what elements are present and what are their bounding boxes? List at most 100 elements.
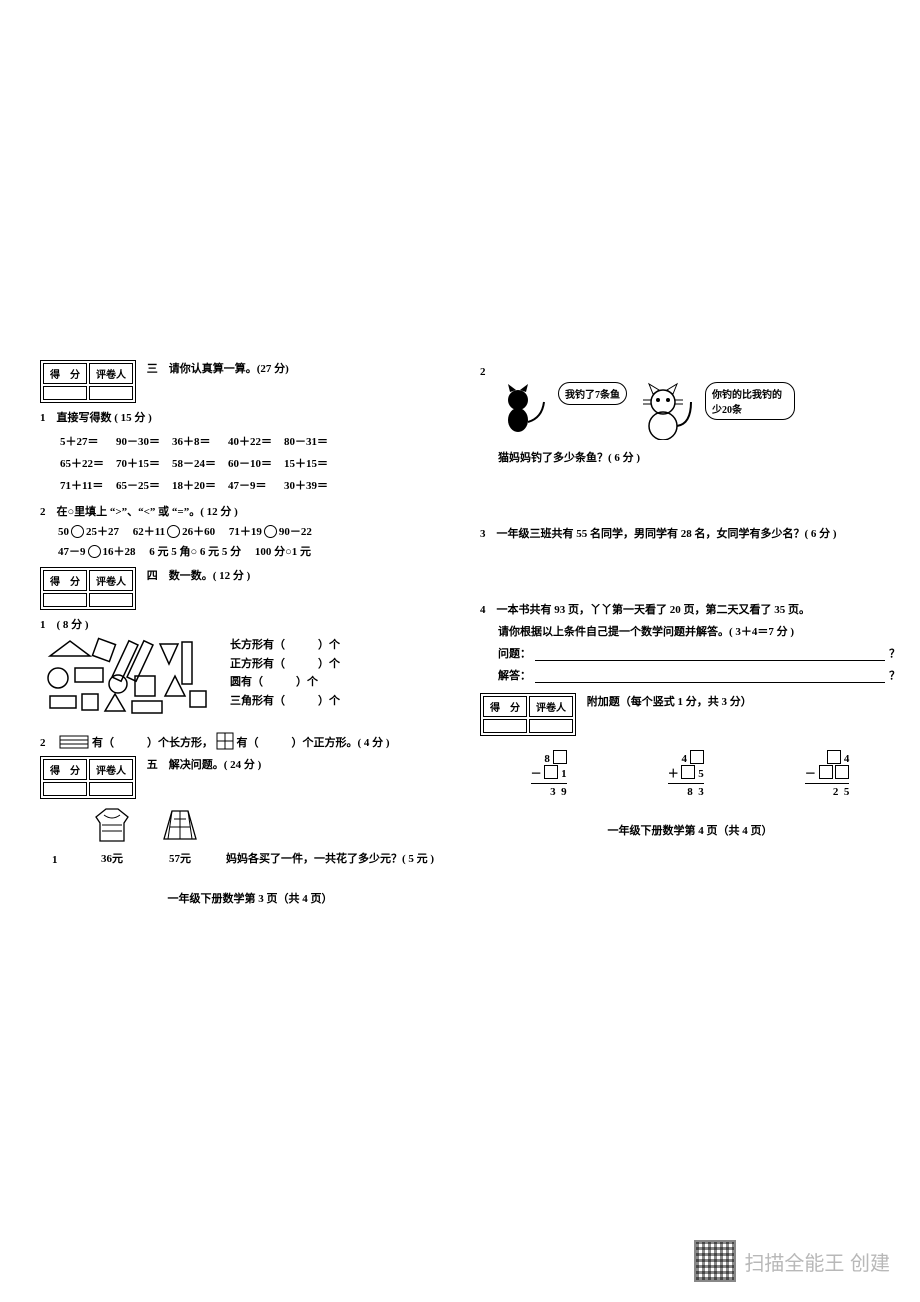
score-col1: 得 分 xyxy=(43,759,87,780)
section-3-title: 三 请你认真算一算。(27 分) xyxy=(147,360,289,376)
comp-row-2: 47－9 16＋28 6 元 5 角○ 6 元 5 分 100 分○1 元 xyxy=(58,543,460,559)
arith-cell: 65＋22＝ xyxy=(60,453,114,473)
vc2-mid: 5 xyxy=(698,768,704,780)
score-box-bonus: 得 分评卷人 xyxy=(480,693,576,736)
vc1-mid: 1 xyxy=(561,768,567,780)
comp-val: 71＋19 xyxy=(229,526,262,538)
vc1-b2: 9 xyxy=(561,786,567,798)
shapes-list: 长方形有（ ）个 正方形有（ ）个 圆有（ ）个 三角形有（ ）个 xyxy=(230,636,340,726)
bubble-child: 我钓了7条鱼 xyxy=(558,382,627,405)
comp-val: 26＋60 xyxy=(182,526,215,538)
a-label: 解答： xyxy=(498,667,531,683)
vcalc-1: 8 － 1 3 9 xyxy=(531,750,567,798)
vcalc-2: 4 ＋ 5 8 3 xyxy=(668,750,704,798)
score-box-5: 得 分评卷人 xyxy=(40,756,136,799)
vc2-op: ＋ xyxy=(668,768,679,780)
score-col2: 评卷人 xyxy=(529,696,573,717)
q4-2-num: 2 xyxy=(40,737,57,749)
vc2-b1: 8 xyxy=(687,786,693,798)
vc1-b1: 3 xyxy=(550,786,556,798)
q5-1-num: 1 xyxy=(52,854,66,866)
price-2: 57元 xyxy=(158,850,202,866)
comp-val: 6 元 5 角○ 6 元 5 分 xyxy=(149,546,241,558)
q5-4-answer-row: 解答： ？ xyxy=(498,667,900,683)
comp-val: 16＋28 xyxy=(103,546,136,558)
vcalc-3: 4 － 2 5 xyxy=(805,750,850,798)
circle-blank xyxy=(88,545,101,558)
footer-right: 一年级下册数学第 4 页（共 4 页） xyxy=(480,822,900,838)
comp-val: 62＋11 xyxy=(133,526,165,538)
arith-cell: 5＋27＝ xyxy=(60,431,114,451)
shapes-area: 长方形有（ ）个 正方形有（ ）个 圆有（ ）个 三角形有（ ）个 xyxy=(40,636,460,726)
comp-val: 90－22 xyxy=(279,526,312,538)
shape-count-triangle: 三角形有（ ）个 xyxy=(230,692,340,711)
arith-cell: 40＋22＝ xyxy=(228,431,282,451)
q3-1-heading: 1 直接写得数 ( 15 分 ) xyxy=(40,409,460,425)
cat-child xyxy=(498,382,548,437)
arith-cell: 15＋15＝ xyxy=(284,453,338,473)
blank-box xyxy=(690,750,704,764)
q5-4-line2: 请你根据以上条件自己提一个数学问题并解答。( 3＋4＝7 分 ) xyxy=(498,623,900,639)
blank-box xyxy=(553,750,567,764)
score-col2: 评卷人 xyxy=(89,759,133,780)
bonus-title: 附加题（每个竖式 1 分，共 3 分） xyxy=(587,693,752,709)
shirt-icon xyxy=(90,805,134,845)
blank-box xyxy=(835,765,849,779)
q5-1-text: 妈妈各买了一件，一共花了多少元？( 5 元 ) xyxy=(226,850,460,866)
q4-2-text1: 有（ ）个长方形， xyxy=(92,737,213,749)
score-col2: 评卷人 xyxy=(89,363,133,384)
item-skirt: 57元 xyxy=(158,805,202,866)
q4-2: 2 有（ ）个长方形， 有（ ）个正方形。( 4 分 ) xyxy=(40,732,460,750)
vc3-top: 4 xyxy=(844,753,850,765)
arith-cell: 90－30＝ xyxy=(116,431,170,451)
vc2-b2: 3 xyxy=(698,786,704,798)
section-4-header: 得 分评卷人 四 数一数。( 12 分 ) xyxy=(40,567,460,610)
score-box-4: 得 分评卷人 xyxy=(40,567,136,610)
page-content: 得 分评卷人 三 请你认真算一算。(27 分) 1 直接写得数 ( 15 分 )… xyxy=(40,360,900,906)
cat-mom-icon xyxy=(637,382,695,440)
score-col2: 评卷人 xyxy=(89,570,133,591)
q5-1: 1 36元 57元 妈妈各买了一件，一共花了多少元？( 5 元 ) xyxy=(52,805,460,866)
arith-cell: 18＋20＝ xyxy=(172,475,226,495)
q5-2-num: 2 xyxy=(480,366,900,378)
q5-4-question-row: 问题：？ xyxy=(498,645,900,661)
q3-2-heading: 2 在○里填上 “>”、“<” 或 “=”。( 12 分 ) xyxy=(40,503,460,519)
fish-scene: 我钓了7条鱼 你钓的比我钓的少20条 xyxy=(498,382,900,443)
arith-cell: 30＋39＝ xyxy=(284,475,338,495)
blank-box xyxy=(681,765,695,779)
qmark: ？ xyxy=(889,645,900,661)
arith-cell: 70＋15＝ xyxy=(116,453,170,473)
comp-row-1: 5025＋27 62＋1126＋60 71＋1990－22 xyxy=(58,523,460,539)
circle-blank xyxy=(71,525,84,538)
vc3-op: － xyxy=(805,768,816,780)
vc1-op: － xyxy=(531,768,542,780)
comp-val: 50 xyxy=(58,526,69,538)
bonus-header: 得 分评卷人 附加题（每个竖式 1 分，共 3 分） xyxy=(480,693,900,736)
arith-cell: 65－25＝ xyxy=(116,475,170,495)
footer-left: 一年级下册数学第 3 页（共 4 页） xyxy=(40,890,460,906)
qmark: ？ xyxy=(889,667,900,683)
rect-grid-icon xyxy=(59,735,89,749)
q4-1-heading: 1 ( 8 分 ) xyxy=(40,616,460,632)
right-column: 2 我钓了7条鱼 xyxy=(480,360,900,906)
shape-count-circle: 圆有（ ）个 xyxy=(230,673,340,692)
vertical-calc-row: 8 － 1 3 9 4 ＋ 5 8 3 4 － 2 5 xyxy=(480,750,900,798)
comp-val: 47－9 xyxy=(58,546,86,558)
watermark-text: 扫描全能王 创建 xyxy=(744,1247,890,1276)
arith-grid: 5＋27＝ 90－30＝ 36＋8＝ 40＋22＝ 80－31＝ 65＋22＝ … xyxy=(58,429,340,497)
section-4-title: 四 数一数。( 12 分 ) xyxy=(147,567,251,583)
section-3-header: 得 分评卷人 三 请你认真算一算。(27 分) xyxy=(40,360,460,403)
shape-count-rect: 长方形有（ ）个 xyxy=(230,636,340,655)
arith-cell: 71＋11＝ xyxy=(60,475,114,495)
shapes-figure xyxy=(40,636,220,726)
vc1-top: 8 xyxy=(544,753,550,765)
blank-box xyxy=(544,765,558,779)
cat-mom xyxy=(637,382,695,443)
arith-cell: 60－10＝ xyxy=(228,453,282,473)
circle-blank xyxy=(167,525,180,538)
shape-count-square: 正方形有（ ）个 xyxy=(230,655,340,674)
comp-val: 100 分○1 元 xyxy=(255,546,311,558)
skirt-icon xyxy=(158,805,202,845)
arith-cell: 36＋8＝ xyxy=(172,431,226,451)
answer-line xyxy=(535,669,885,683)
